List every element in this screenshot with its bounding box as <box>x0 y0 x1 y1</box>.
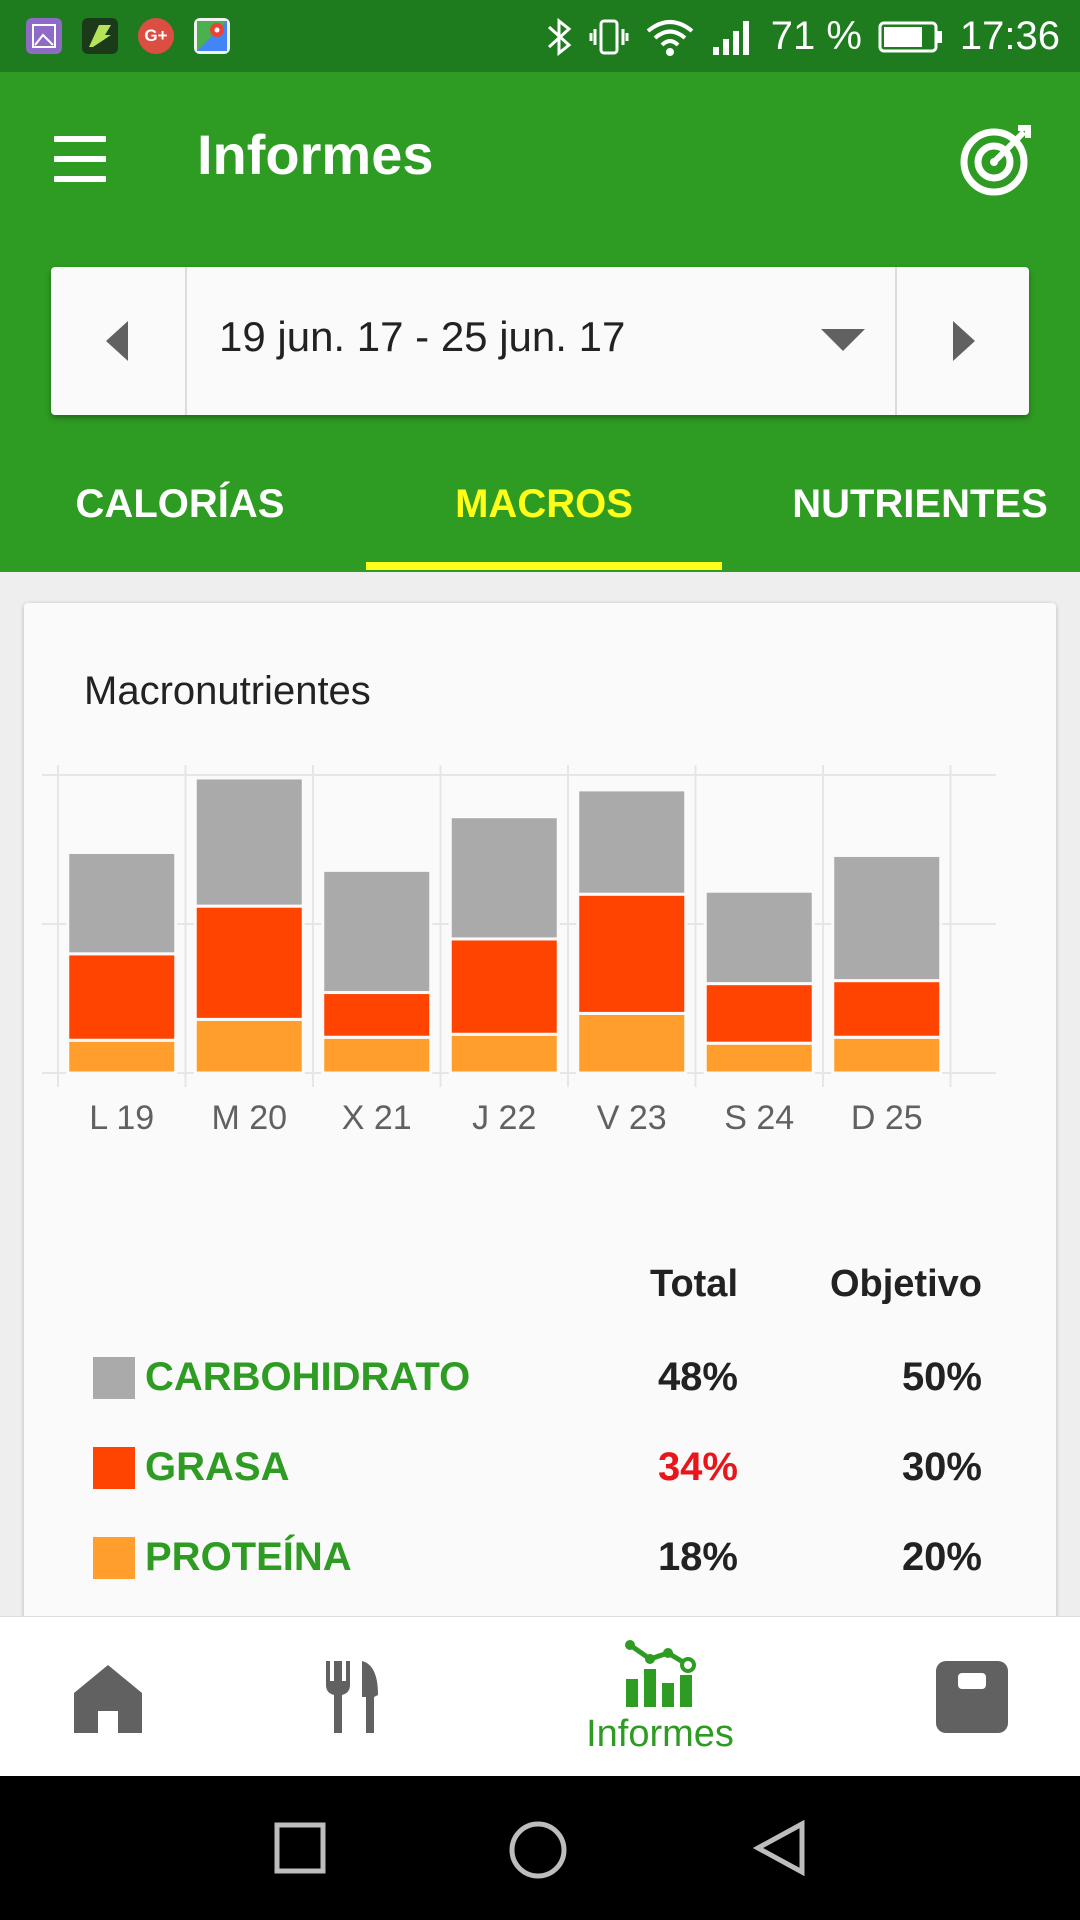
google-plus-icon: G+ <box>138 18 174 54</box>
tab-calorias[interactable]: CALORÍAS <box>75 482 285 526</box>
chart-x-tick-label: M 20 <box>211 1099 287 1137</box>
home-system-button[interactable] <box>508 1820 567 1879</box>
chart-bar-segment <box>703 1041 815 1075</box>
triangle-back-icon <box>752 1819 805 1877</box>
wifi-icon <box>645 17 695 57</box>
macro-name: PROTEÍNA <box>145 1535 352 1579</box>
macro-row-grasa: GRASA 34% 30% <box>24 1437 1056 1497</box>
chart-bar-segment <box>831 979 943 1039</box>
status-bar: G+ 71 % 17:36 <box>0 0 1080 72</box>
card-title: Macronutrientes <box>84 669 371 713</box>
chart-x-tick-label: X 21 <box>342 1099 412 1137</box>
circle-icon <box>509 1821 567 1879</box>
chart-x-tick-label: D 25 <box>851 1099 923 1137</box>
macro-total: 34% <box>657 1445 738 1489</box>
chart-bar-segment <box>66 1038 178 1075</box>
system-status: 71 % 17:36 <box>545 14 1060 59</box>
google-maps-icon <box>194 18 230 54</box>
signal-icon <box>711 17 755 57</box>
menu-button[interactable] <box>48 126 118 196</box>
bluetooth-icon <box>545 17 573 57</box>
system-navigation-bar <box>0 1776 1080 1920</box>
macro-row-carbohidrato: CARBOHIDRATO 48% 50% <box>24 1347 1056 1407</box>
utensils-icon <box>326 1661 378 1733</box>
color-swatch <box>93 1537 135 1579</box>
chart-bar-segment <box>448 815 560 941</box>
chart-x-tick-label: V 23 <box>597 1099 667 1137</box>
tab-macros[interactable]: MACROS <box>455 482 633 526</box>
chart-bar-segment <box>193 904 305 1021</box>
color-swatch <box>93 1357 135 1399</box>
nav-label: Informes <box>586 1712 734 1755</box>
chart-bar-segment <box>576 892 688 1015</box>
chart-x-tick-label: L 19 <box>89 1099 154 1137</box>
chart-bar-segment <box>831 853 943 983</box>
nav-diary[interactable] <box>292 1617 412 1777</box>
recents-button[interactable] <box>272 1820 328 1876</box>
chart-x-tick-label: J 22 <box>472 1099 536 1137</box>
macro-total: 48% <box>657 1355 738 1399</box>
macro-goal: 30% <box>901 1445 982 1489</box>
target-icon <box>960 125 1031 196</box>
chart-bar-segment <box>66 952 178 1042</box>
tab-nutrientes[interactable]: NUTRIENTES <box>792 482 1048 526</box>
active-tab-indicator <box>366 562 722 570</box>
header-goal: Objetivo <box>829 1263 982 1305</box>
vibrate-icon <box>589 17 629 57</box>
macro-goal: 50% <box>901 1355 982 1399</box>
chevron-down-icon[interactable] <box>821 329 865 351</box>
date-range-label[interactable]: 19 jun. 17 - 25 jun. 17 <box>219 313 626 360</box>
chart-bar-segment <box>448 1032 560 1075</box>
header-total: Total <box>650 1263 738 1305</box>
clock: 17:36 <box>959 14 1060 58</box>
goals-button[interactable] <box>956 116 1040 200</box>
next-week-button[interactable] <box>895 267 1029 415</box>
square-icon <box>274 1822 326 1874</box>
macro-row-proteina: PROTEÍNA 18% 20% <box>24 1527 1056 1587</box>
home-icon <box>74 1665 142 1733</box>
scale-icon <box>936 1661 1008 1733</box>
back-button[interactable] <box>752 1819 808 1877</box>
macro-name: GRASA <box>145 1445 290 1489</box>
chart-bar-segment <box>321 868 433 995</box>
notification-icons: G+ <box>26 18 230 54</box>
chart-bar-segment <box>703 982 815 1045</box>
previous-week-button[interactable] <box>51 267 187 415</box>
chart-bar-segment <box>576 1011 688 1075</box>
page-title: Informes <box>197 123 434 186</box>
nav-informes[interactable]: Informes <box>560 1617 760 1777</box>
chart-bar-segment <box>703 889 815 986</box>
chart-bar-segment <box>193 1017 305 1075</box>
color-swatch <box>93 1447 135 1489</box>
reports-icon <box>625 1639 696 1707</box>
date-range-selector: 19 jun. 17 - 25 jun. 17 <box>51 267 1029 415</box>
battery-icon <box>878 20 944 54</box>
chart-bar-segment <box>66 850 178 956</box>
macros-chart: L 19 M 20 X 21 J 22 V 23 S 24 D 25 <box>42 765 996 1137</box>
nav-weight[interactable] <box>912 1617 1032 1777</box>
macros-card: Macronutrientes L 19 M 20 X 21 J 22 V 23 S 24… <box>24 603 1056 1623</box>
chevron-left-icon <box>106 321 128 361</box>
nav-home[interactable] <box>48 1617 168 1777</box>
app-bar: Informes 19 jun. 17 - 25 jun. 17 CALORÍA… <box>0 72 1080 572</box>
macro-total: 18% <box>657 1535 738 1579</box>
chart-bar-segment <box>321 991 433 1039</box>
gallery-icon <box>26 18 62 54</box>
macro-name: CARBOHIDRATO <box>145 1355 471 1399</box>
chart-bar-segment <box>321 1035 433 1075</box>
chevron-right-icon <box>953 321 975 361</box>
chart-bar-segment <box>576 788 688 896</box>
battery-percent: 71 % <box>770 14 862 58</box>
chart-bar-segment <box>193 776 305 908</box>
menu-icon <box>54 136 106 142</box>
chart-bar-segment <box>831 1035 943 1075</box>
maps-route-icon <box>82 18 118 54</box>
chart-x-tick-label: S 24 <box>724 1099 794 1137</box>
macro-goal: 20% <box>901 1535 982 1579</box>
chart-bar-segment <box>448 937 560 1036</box>
bottom-navigation: Informes <box>0 1616 1080 1776</box>
